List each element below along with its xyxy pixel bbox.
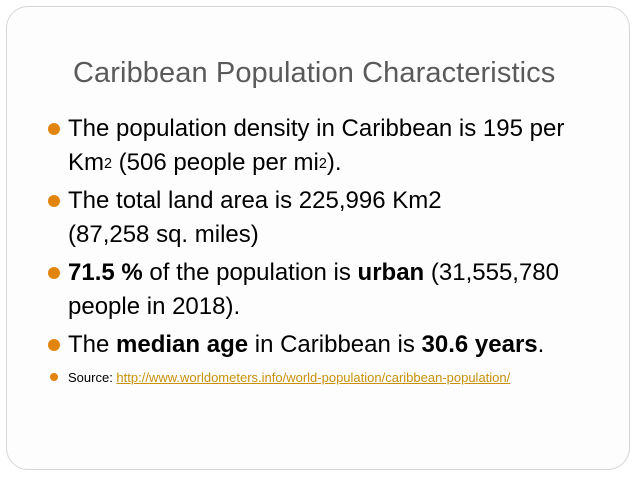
urban-count-text: (31,555,780 people in 2018).: [68, 259, 559, 320]
bullet-list: The population density in Caribbean is 1…: [48, 112, 608, 392]
source-label: Source:: [68, 370, 117, 385]
land-area-miles-text: (87,258 sq. miles): [68, 221, 259, 248]
bullet-dot-icon: [48, 195, 60, 207]
median-age-value: 30.6 years: [421, 331, 538, 358]
bullet-dot-icon: [50, 373, 58, 381]
median-age-label: median age: [116, 331, 249, 358]
bullet-dot-icon: [48, 339, 60, 351]
density-text-2: (506 people per mi: [112, 149, 319, 176]
median-age-period: .: [537, 331, 545, 358]
bullet-dot-icon: [48, 123, 60, 135]
bullet-dot-icon: [48, 267, 60, 279]
urban-text: of the population is: [142, 259, 358, 286]
slide-frame: [6, 6, 630, 470]
urban-percent: 71.5 %: [68, 259, 143, 286]
slide-title: Caribbean Population Characteristics: [73, 57, 556, 89]
source-link[interactable]: http://www.worldometers.info/world-popul…: [116, 370, 511, 385]
density-superscript: 2: [104, 156, 113, 172]
bullet-population-density: The population density in Caribbean is 1…: [48, 112, 608, 180]
land-area-text: The total land area is 225,996 Km2: [68, 187, 442, 214]
median-age-text: in Caribbean is: [248, 331, 422, 358]
density-text-3: ).: [326, 149, 342, 176]
bullet-land-area: The total land area is 225,996 Km2 (87,2…: [48, 184, 608, 252]
median-age-prefix: The: [68, 331, 117, 358]
density-text: The population density in Caribbean is 1…: [68, 115, 565, 176]
urban-word: urban: [357, 259, 425, 286]
bullet-source: Source: http://www.worldometers.info/wor…: [48, 368, 608, 388]
bullet-median-age: The median age in Caribbean is 30.6 year…: [48, 328, 608, 362]
bullet-urban-population: 71.5 % of the population is urban (31,55…: [48, 256, 608, 324]
density-superscript-2: 2: [318, 156, 327, 172]
